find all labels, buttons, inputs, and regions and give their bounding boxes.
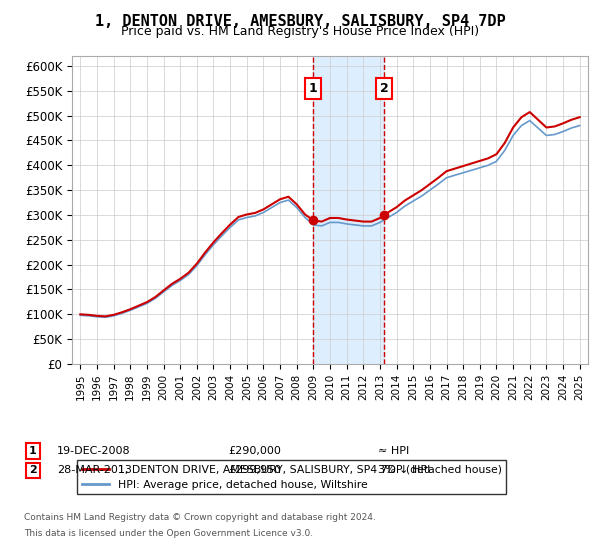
Text: Contains HM Land Registry data © Crown copyright and database right 2024.: Contains HM Land Registry data © Crown c… xyxy=(24,514,376,522)
Text: 19-DEC-2008: 19-DEC-2008 xyxy=(57,446,131,456)
Text: £299,950: £299,950 xyxy=(228,465,281,475)
Text: 1: 1 xyxy=(308,82,317,95)
Text: 3% ↓ HPI: 3% ↓ HPI xyxy=(378,465,430,475)
Text: Price paid vs. HM Land Registry's House Price Index (HPI): Price paid vs. HM Land Registry's House … xyxy=(121,25,479,38)
Text: 2: 2 xyxy=(380,82,388,95)
Text: 28-MAR-2013: 28-MAR-2013 xyxy=(57,465,132,475)
Text: 1, DENTON DRIVE, AMESBURY, SALISBURY, SP4 7DP: 1, DENTON DRIVE, AMESBURY, SALISBURY, SP… xyxy=(95,14,505,29)
Text: 1: 1 xyxy=(29,446,37,456)
Text: This data is licensed under the Open Government Licence v3.0.: This data is licensed under the Open Gov… xyxy=(24,529,313,538)
Bar xyxy=(313,56,384,364)
Text: £290,000: £290,000 xyxy=(228,446,281,456)
Legend: 1, DENTON DRIVE, AMESBURY, SALISBURY, SP4 7DP (detached house), HPI: Average pri: 1, DENTON DRIVE, AMESBURY, SALISBURY, SP… xyxy=(77,460,506,494)
Text: 2: 2 xyxy=(29,465,37,475)
Text: ≈ HPI: ≈ HPI xyxy=(378,446,409,456)
